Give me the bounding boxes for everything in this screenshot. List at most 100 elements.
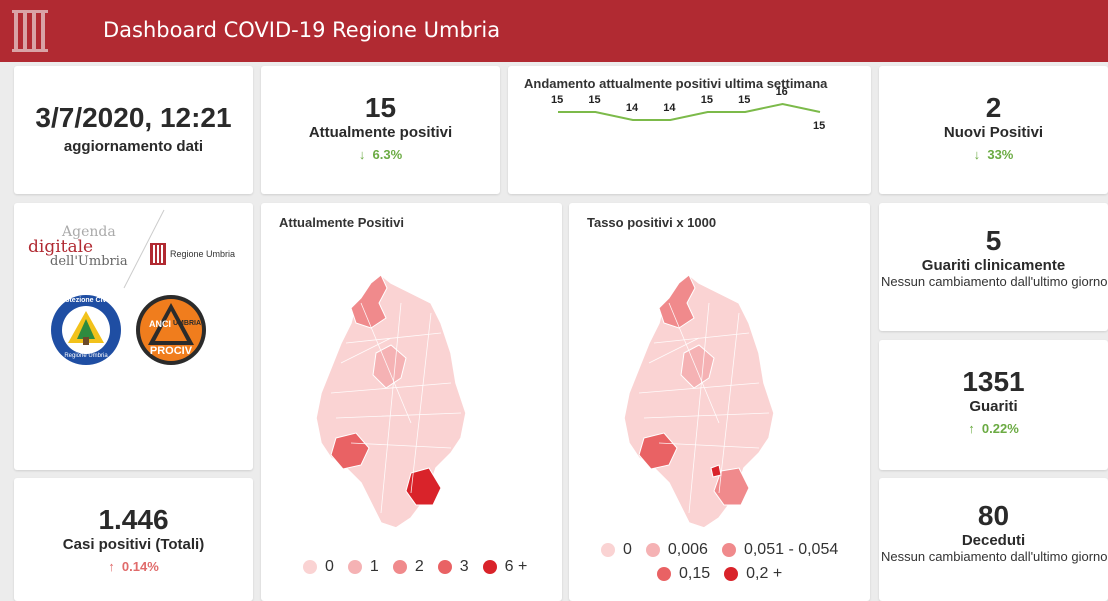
nuovi-positivi-change: ↓ 33% xyxy=(879,147,1108,162)
anci-umbria-text: UMBRIA xyxy=(173,320,201,327)
legend-item: 6 + xyxy=(482,558,527,576)
legend-item: 0,15 xyxy=(657,565,710,583)
update-label: aggiornamento dati xyxy=(63,138,204,155)
trend-point-label: 15 xyxy=(588,94,601,106)
divider-line xyxy=(123,209,165,289)
umbria-map-tasso[interactable] xyxy=(569,243,870,573)
trend-point-label: 14 xyxy=(625,102,639,114)
casi-totali-change: ↑ 0.14% xyxy=(14,559,253,574)
legend-dot xyxy=(601,543,615,557)
prociv-text: PROCIV xyxy=(149,345,193,357)
legend-dot xyxy=(392,560,407,574)
anci-text: ANCI xyxy=(149,319,171,329)
municipality-shape[interactable] xyxy=(330,432,370,470)
update-card: 3/7/2020, 12:21 aggiornamento dati xyxy=(14,66,253,194)
guariti-clinicamente-label: Guariti clinicamente xyxy=(921,257,1066,274)
attualmente-positivi-change: ↓ 6.3% xyxy=(261,147,500,162)
municipality-shape[interactable] xyxy=(680,344,715,389)
regione-umbria-icon xyxy=(150,243,166,265)
arrow-down-icon: ↓ xyxy=(973,147,981,162)
trend-title: Andamento attualmente positivi ultima se… xyxy=(524,76,828,91)
legend-dot xyxy=(437,560,452,574)
legend-item: 1 xyxy=(347,558,379,576)
municipality-shape[interactable] xyxy=(638,432,678,470)
attualmente-positivi-value: 15 xyxy=(364,92,397,123)
trend-point-label: 14 xyxy=(663,102,676,114)
legend-item: 0 xyxy=(303,558,334,576)
trend-point-label: 15 xyxy=(700,94,713,106)
guariti-card: 1351 Guariti ↑ 0.22% xyxy=(879,340,1108,470)
legend-dot xyxy=(482,560,497,574)
trend-card: Andamento attualmente positivi ultima se… xyxy=(508,66,871,194)
nuovi-positivi-label: Nuovi Positivi xyxy=(943,124,1044,141)
legend-item: 0 xyxy=(601,541,632,559)
casi-totali-change-value: 0.14% xyxy=(121,559,159,574)
map-attualmente-positivi-card: Attualmente Positivi 0 1 2 3 6 + xyxy=(261,203,562,601)
app-header: Dashboard COVID-19 Regione Umbria xyxy=(0,0,1108,62)
map-attualmente-positivi-title: Attualmente Positivi xyxy=(279,215,404,230)
legend-dot xyxy=(657,567,671,581)
municipality-shape[interactable] xyxy=(658,274,696,329)
umbria-region-shape[interactable] xyxy=(623,274,775,529)
umbria-region-shape[interactable] xyxy=(315,274,467,529)
guariti-change-value: 0.22% xyxy=(981,421,1019,436)
protezione-civile-logo-icon xyxy=(51,295,121,365)
umbria-logo-icon xyxy=(12,10,48,52)
trend-line xyxy=(558,102,821,121)
deceduti-card: 80 Deceduti Nessun cambiamento dall'ulti… xyxy=(879,478,1108,601)
attualmente-positivi-change-value: 6.3% xyxy=(372,147,403,162)
trend-point-label: 16 xyxy=(775,86,788,98)
trend-sparkline xyxy=(558,102,821,121)
municipality-shape[interactable] xyxy=(405,467,442,506)
guariti-clinicamente-card: 5 Guariti clinicamente Nessun cambiament… xyxy=(879,203,1108,331)
arrow-down-icon: ↓ xyxy=(358,147,366,162)
arrow-up-icon: ↑ xyxy=(968,421,975,436)
casi-totali-card: 1.446 Casi positivi (Totali) ↑ 0.14% xyxy=(14,478,253,601)
logos-card: Agenda digitale dell'Umbria Regione Umbr… xyxy=(14,203,253,470)
legend-item: 2 xyxy=(392,558,424,576)
protezione-civile-text: Protezione Civile xyxy=(57,297,115,304)
legend-dot xyxy=(645,543,660,557)
legend-dot xyxy=(347,560,362,574)
map1-legend: 0 1 2 3 6 + xyxy=(303,558,541,576)
nuovi-positivi-card: 2 Nuovi Positivi ↓ 33% xyxy=(879,66,1108,194)
municipality-shape[interactable] xyxy=(350,274,388,329)
casi-totali-value: 1.446 xyxy=(98,504,169,535)
municipality-shape[interactable] xyxy=(713,467,750,506)
deceduti-label: Deceduti xyxy=(961,532,1026,549)
legend-item: 0,051 - 0,054 xyxy=(721,541,838,559)
attualmente-positivi-card: 15 Attualmente positivi ↓ 6.3% xyxy=(261,66,500,194)
map2-legend: 0 0,006 0,051 - 0,054 0,15 0,2 + xyxy=(601,541,861,583)
legend-dot xyxy=(724,567,739,581)
protezione-civile-subtext: Regione Umbria xyxy=(64,353,108,359)
deceduti-note: Nessun cambiamento dall'ultimo giorno xyxy=(881,549,1108,564)
nuovi-positivi-change-value: 33% xyxy=(987,147,1014,162)
trend-point-label: 15 xyxy=(551,94,564,106)
legend-item: 3 xyxy=(437,558,469,576)
guariti-value: 1351 xyxy=(962,366,1025,397)
trend-point-label: 15 xyxy=(813,120,826,132)
map-tasso-positivi-card: Tasso positivi x 1000 0 0,006 0,051 - 0,… xyxy=(569,203,870,601)
arrow-up-icon: ↑ xyxy=(108,559,115,574)
guariti-clinicamente-note: Nessun cambiamento dall'ultimo giorno xyxy=(881,274,1108,289)
legend-dot xyxy=(303,560,317,574)
agenda-digitale-logo: Agenda digitale dell'Umbria xyxy=(28,224,128,269)
casi-totali-label: Casi positivi (Totali) xyxy=(62,536,205,553)
legend-item: 0,006 xyxy=(645,541,708,559)
guariti-change: ↑ 0.22% xyxy=(879,421,1108,436)
guariti-label: Guariti xyxy=(969,398,1018,415)
update-datetime: 3/7/2020, 12:21 xyxy=(35,102,232,133)
municipality-shape[interactable] xyxy=(372,344,407,389)
nuovi-positivi-value: 2 xyxy=(985,92,1002,123)
map-tasso-positivi-title: Tasso positivi x 1000 xyxy=(587,215,717,230)
legend-dot xyxy=(721,543,736,557)
legend-item: 0,2 + xyxy=(724,565,782,583)
attualmente-positivi-label: Attualmente positivi xyxy=(308,124,453,141)
guariti-clinicamente-value: 5 xyxy=(985,225,1002,256)
umbria-map-positivi[interactable] xyxy=(261,243,562,573)
regione-umbria-logo: Regione Umbria xyxy=(150,243,235,265)
anci-prociv-logo-icon xyxy=(136,295,206,365)
trend-point-label: 15 xyxy=(738,94,751,106)
deceduti-value: 80 xyxy=(977,500,1010,531)
page-title: Dashboard COVID-19 Regione Umbria xyxy=(103,18,501,42)
